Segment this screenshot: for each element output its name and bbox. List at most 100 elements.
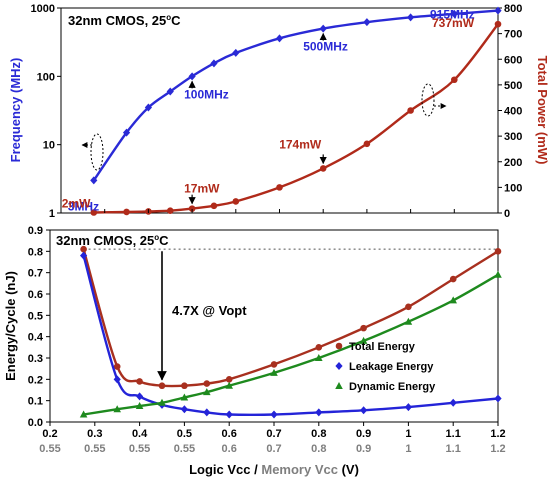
right-y-tick-label: 100 <box>504 182 522 194</box>
dynamic_energy-point <box>203 388 211 396</box>
frequency-point <box>494 6 502 15</box>
left-y-tick-label: 10 <box>43 140 55 152</box>
legend-marker <box>335 362 343 370</box>
dynamic_energy-point <box>404 317 413 325</box>
memory-vcc-tick-label: 1.2 <box>490 443 505 455</box>
right-y-tick-label: 700 <box>504 29 522 41</box>
frequency-point <box>232 48 240 57</box>
power-point <box>276 184 283 191</box>
memory-vcc-tick-label: 0.55 <box>174 443 195 455</box>
dynamic_energy-point <box>180 393 189 401</box>
frequency-point <box>450 9 458 18</box>
dynamic_energy-point <box>225 381 233 389</box>
top-title-main: 32nm CMOS, 25 <box>68 13 166 28</box>
energy-y-tick-label: 0.7 <box>28 268 43 280</box>
dynamic_energy-point <box>359 336 368 344</box>
frequency-point <box>188 72 196 81</box>
bottom-plot-frame <box>49 229 499 423</box>
power-point <box>494 20 502 28</box>
power-point <box>407 107 414 114</box>
frequency-point <box>275 34 284 43</box>
dynamic_energy-point <box>449 296 457 304</box>
annotation-label: 2mW <box>62 196 91 210</box>
power-point <box>210 202 218 210</box>
frequency-point <box>90 176 98 185</box>
frequency-point <box>363 18 371 27</box>
logic-vcc-tick-label: 0.4 <box>132 428 148 440</box>
bottom-legend: Total Energy Leakage Energy Dynamic Energy <box>335 341 436 393</box>
left-y-tick-label: 100 <box>37 71 55 83</box>
x-axis-label-memory: Memory Vcc <box>261 462 338 477</box>
annotation-label: 100MHz <box>184 87 229 101</box>
energy-y-tick-label: 0.3 <box>28 353 43 365</box>
power-point <box>232 198 240 205</box>
logic-vcc-tick-label: 0.9 <box>356 428 371 440</box>
x-axis-label-unit: (V) <box>342 462 359 477</box>
legend-marker <box>335 342 343 350</box>
energy-y-tick-label: 0.6 <box>28 289 43 301</box>
x-axis-label-sep: / <box>254 462 258 477</box>
total_energy-point <box>203 380 211 387</box>
total_energy-point <box>158 382 166 390</box>
logic-vcc-tick-label: 0.3 <box>87 428 102 440</box>
vopt-callout: 4.7X @ Vopt <box>172 303 247 318</box>
annotation-label: 17mW <box>184 182 220 196</box>
frequency-axis-label: Frequency (MHz) <box>8 58 23 163</box>
leakage_energy-point <box>225 410 233 419</box>
frequency-point <box>319 24 327 33</box>
annotation-label: 737mW <box>432 16 475 30</box>
right-y-tick-label: 0 <box>504 208 510 220</box>
power-point <box>90 209 98 216</box>
annotation-label: 3MHz <box>68 199 99 213</box>
dynamic_energy-point <box>79 410 88 418</box>
dynamic_energy-point <box>270 368 278 376</box>
leakage_energy-point <box>80 251 88 260</box>
bottom-panel: 32nm CMOS, 25oC 0.0 0.1 0.2 0.3 0.4 0.5 0.6 0.7… <box>3 225 506 477</box>
total_energy-point <box>113 363 121 370</box>
total_energy-point <box>136 378 143 385</box>
x-axis-label-logic: Logic Vcc <box>189 462 250 477</box>
leakage_energy-point <box>136 392 144 401</box>
leakage_energy-point <box>494 394 502 403</box>
power-point <box>319 165 327 172</box>
right-y-tick-label: 500 <box>504 80 522 92</box>
frequency-point <box>407 13 415 22</box>
total_energy-point <box>315 344 323 351</box>
logic-vcc-tick-label: 1 <box>405 428 411 440</box>
bottom-x-ticks: 0.2 0.55 0.3 0.55 0.4 0.55 0.5 0.55 0.6 0.6 0.7 0.7… <box>39 422 506 455</box>
leakage_energy-point <box>180 405 188 414</box>
energy-y-tick-label: 0.5 <box>28 310 43 322</box>
left-y-tick-label: 1000 <box>31 3 55 15</box>
energy-axis-label: Energy/Cycle (nJ) <box>3 271 18 381</box>
logic-vcc-tick-label: 0.8 <box>311 428 326 440</box>
leakage_energy-point <box>449 398 457 407</box>
top-title-c: C <box>171 13 181 28</box>
energy-y-tick-label: 0.8 <box>28 246 43 258</box>
total_energy-point <box>270 361 278 368</box>
total_energy-point <box>225 376 233 383</box>
dynamic_energy-point <box>113 405 121 413</box>
bottom-series-group <box>79 245 502 419</box>
logic-vcc-tick-label: 1.2 <box>490 428 505 440</box>
top-left-y-ticks: 1 10 100 1000 <box>31 3 61 220</box>
annotation-label: 500MHz <box>303 40 348 54</box>
logic-vcc-tick-label: 0.7 <box>266 428 281 440</box>
right-y-tick-label: 400 <box>504 106 522 118</box>
total_energy-point <box>494 248 502 255</box>
legend-label: Total Energy <box>349 341 416 353</box>
memory-vcc-tick-label: 0.55 <box>84 443 105 455</box>
power-axis-label: Total Power (mW) <box>535 56 550 165</box>
power-point <box>166 207 174 214</box>
frequency-point <box>210 59 218 68</box>
top-panel-title: 32nm CMOS, 25oC <box>68 13 181 28</box>
memory-vcc-tick-label: 1.1 <box>446 443 461 455</box>
leakage_energy-point <box>315 408 323 417</box>
top-right-y-ticks: 0 100 200 300 400 500 600 700 800 <box>498 3 522 220</box>
total_energy-point <box>360 324 367 332</box>
frequency-point <box>144 103 152 112</box>
top-title-deg: o <box>166 13 171 22</box>
logic-vcc-tick-label: 0.2 <box>42 428 57 440</box>
logic-vcc-tick-label: 0.6 <box>222 428 237 440</box>
bottom-title-main: 32nm CMOS, 25 <box>56 233 154 248</box>
